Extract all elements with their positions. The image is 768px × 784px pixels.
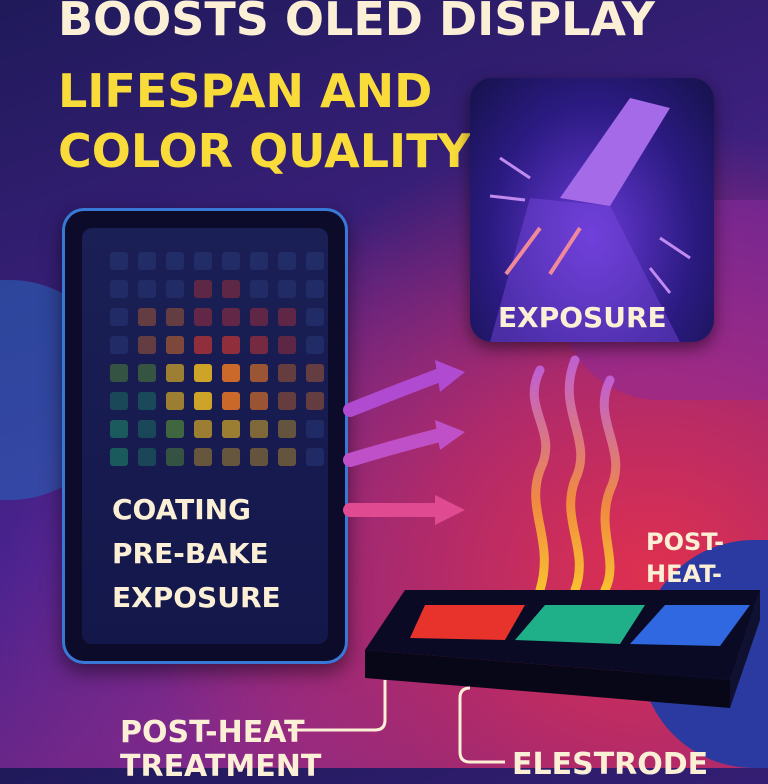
exposure-panel: EXPOSURE: [470, 78, 714, 342]
tablet-screen: COATING PRE-BAKE EXPOSURE: [82, 228, 328, 644]
pixel-cell: [250, 448, 268, 466]
pixel-cell: [194, 280, 212, 298]
pixel-cell: [306, 448, 324, 466]
pixel-cell: [306, 364, 324, 382]
pixel-cell: [278, 392, 296, 410]
pixel-cell: [110, 308, 128, 326]
pixel-cell: [138, 364, 156, 382]
exposure-light-icon: [489, 98, 691, 342]
callout-post-heat: POST-HEAT: [120, 715, 305, 750]
pixel-cell: [222, 336, 240, 354]
pixel-cell: [306, 392, 324, 410]
pixel-cell: [110, 336, 128, 354]
pixel-cell: [250, 364, 268, 382]
heat-waves-icon: [529, 355, 621, 595]
pixel-cell: [110, 420, 128, 438]
pixel-cell: [278, 308, 296, 326]
process-arrows-icon: [343, 360, 465, 525]
pixel-cell: [278, 364, 296, 382]
exposure-label: EXPOSURE: [498, 301, 667, 334]
pixel-cell: [222, 308, 240, 326]
pixel-cell: [306, 336, 324, 354]
pixel-cell: [222, 448, 240, 466]
pixel-cell: [110, 364, 128, 382]
pixel-cell: [306, 308, 324, 326]
pixel-cell: [194, 336, 212, 354]
pixel-cell: [166, 448, 184, 466]
pixel-cell: [166, 420, 184, 438]
pixel-cell: [306, 280, 324, 298]
step-pre-bake: PRE-BAKE: [112, 537, 269, 570]
pixel-cell: [110, 252, 128, 270]
pixel-cell: [138, 448, 156, 466]
title-line-1: BOOSTS OLED DISPLAY: [58, 0, 655, 46]
pixel-cell: [110, 392, 128, 410]
pixel-cell: [278, 448, 296, 466]
red-strip: [410, 605, 525, 640]
pixel-cell: [250, 336, 268, 354]
pixel-cell: [250, 308, 268, 326]
pixel-cell: [194, 364, 212, 382]
pixel-cell: [194, 308, 212, 326]
post-heat-side-label-1: POST-: [646, 528, 725, 556]
pixel-cell: [110, 280, 128, 298]
pixel-cell: [110, 448, 128, 466]
pixel-cell: [138, 252, 156, 270]
pixel-cell: [278, 280, 296, 298]
title-line-3: COLOR QUALITY: [58, 124, 471, 178]
green-strip: [515, 605, 645, 644]
pixel-cell: [222, 420, 240, 438]
pixel-cell: [278, 336, 296, 354]
pixel-cell: [222, 392, 240, 410]
pixel-cell: [194, 392, 212, 410]
step-exposure: EXPOSURE: [112, 581, 281, 614]
pixel-cell: [138, 280, 156, 298]
pixel-cell: [250, 392, 268, 410]
pixel-cell: [194, 448, 212, 466]
oled-tablet: COATING PRE-BAKE EXPOSURE: [62, 208, 348, 664]
callout-electrode: ELESTRODE: [512, 747, 709, 782]
pixel-cell: [166, 280, 184, 298]
pixel-cell: [222, 280, 240, 298]
callout-treatment: TREATMENT: [120, 749, 322, 784]
pixel-cell: [166, 308, 184, 326]
pixel-cell: [250, 280, 268, 298]
post-heat-side-label-2: HEAT-: [646, 560, 722, 588]
pixel-cell: [138, 336, 156, 354]
pixel-cell: [166, 392, 184, 410]
pixel-cell: [166, 252, 184, 270]
pixel-cell: [222, 364, 240, 382]
pixel-cell: [306, 420, 324, 438]
pixel-cell: [250, 420, 268, 438]
pixel-cell: [166, 336, 184, 354]
pixel-cell: [138, 420, 156, 438]
blue-strip: [630, 605, 750, 646]
pixel-cell: [222, 252, 240, 270]
pixel-cell: [194, 252, 212, 270]
pixel-cell: [138, 392, 156, 410]
pixel-cell: [138, 308, 156, 326]
pixel-cell: [194, 420, 212, 438]
heat-plate: [365, 590, 760, 708]
step-coating: COATING: [112, 493, 252, 526]
pixel-cell: [306, 252, 324, 270]
pixel-cell: [278, 252, 296, 270]
callout-lines: [288, 680, 505, 764]
pixel-cell: [278, 420, 296, 438]
pixel-cell: [166, 364, 184, 382]
pixel-grid: [110, 252, 324, 466]
title-line-2: LIFESPAN AND: [58, 64, 433, 118]
pixel-cell: [250, 252, 268, 270]
